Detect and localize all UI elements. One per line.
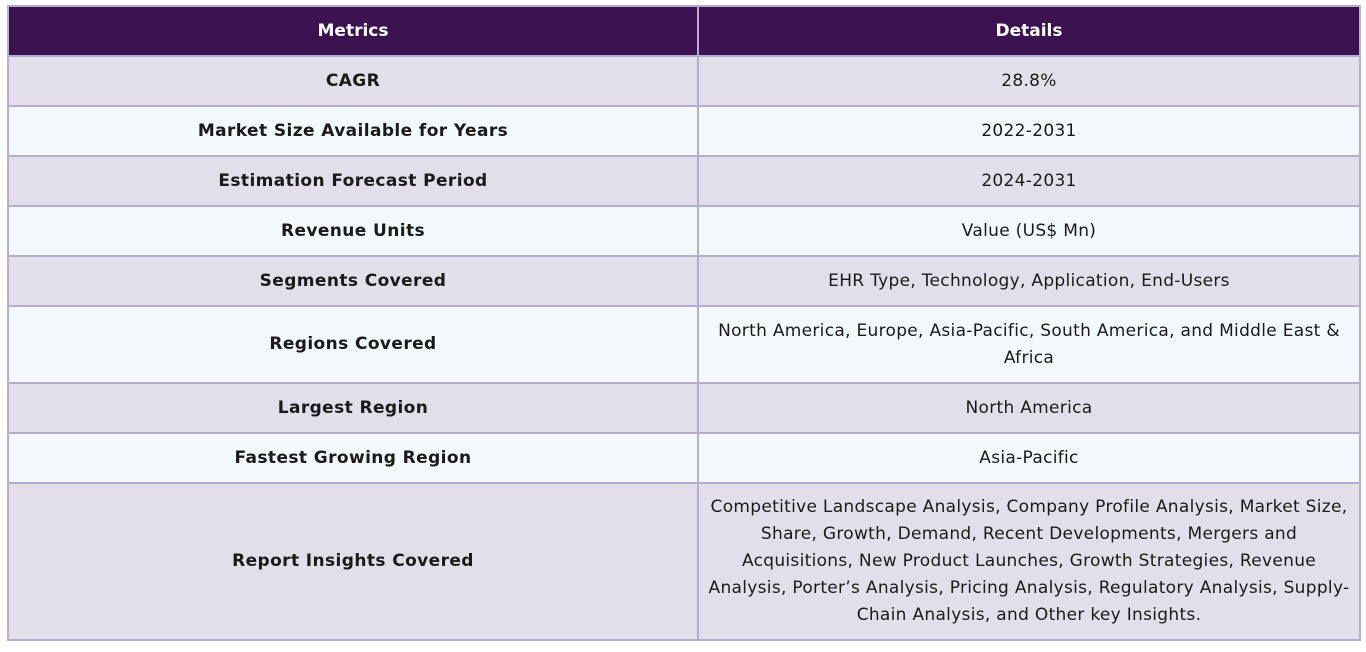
detail-cell: EHR Type, Technology, Application, End-U… xyxy=(697,255,1361,307)
metrics-table-container: Metrics Details CAGR 28.8% Market Size A… xyxy=(7,5,1361,641)
metric-cell: Estimation Forecast Period xyxy=(7,155,699,207)
table-row: Market Size Available for Years 2022-203… xyxy=(7,105,1361,157)
metric-cell: Market Size Available for Years xyxy=(7,105,699,157)
metric-cell: Segments Covered xyxy=(7,255,699,307)
detail-cell: Asia-Pacific xyxy=(697,432,1361,484)
table-row: Estimation Forecast Period 2024-2031 xyxy=(7,155,1361,207)
table-header-row: Metrics Details xyxy=(7,5,1361,57)
table-row: Segments Covered EHR Type, Technology, A… xyxy=(7,255,1361,307)
table-row: CAGR 28.8% xyxy=(7,55,1361,107)
metric-cell: Report Insights Covered xyxy=(7,482,699,641)
header-details: Details xyxy=(697,5,1361,57)
detail-cell: Value (US$ Mn) xyxy=(697,205,1361,257)
table-row: Largest Region North America xyxy=(7,382,1361,434)
detail-cell: 2024-2031 xyxy=(697,155,1361,207)
metric-cell: Revenue Units xyxy=(7,205,699,257)
table-row: Revenue Units Value (US$ Mn) xyxy=(7,205,1361,257)
metrics-table: Metrics Details CAGR 28.8% Market Size A… xyxy=(7,5,1361,641)
header-metrics: Metrics xyxy=(7,5,699,57)
metric-cell: CAGR xyxy=(7,55,699,107)
detail-cell: 2022-2031 xyxy=(697,105,1361,157)
metric-cell: Largest Region xyxy=(7,382,699,434)
detail-cell: Competitive Landscape Analysis, Company … xyxy=(697,482,1361,641)
table-row: Regions Covered North America, Europe, A… xyxy=(7,305,1361,384)
detail-cell: North America, Europe, Asia-Pacific, Sou… xyxy=(697,305,1361,384)
detail-cell: North America xyxy=(697,382,1361,434)
table-row: Fastest Growing Region Asia-Pacific xyxy=(7,432,1361,484)
metric-cell: Fastest Growing Region xyxy=(7,432,699,484)
detail-cell: 28.8% xyxy=(697,55,1361,107)
table-row: Report Insights Covered Competitive Land… xyxy=(7,482,1361,641)
metric-cell: Regions Covered xyxy=(7,305,699,384)
